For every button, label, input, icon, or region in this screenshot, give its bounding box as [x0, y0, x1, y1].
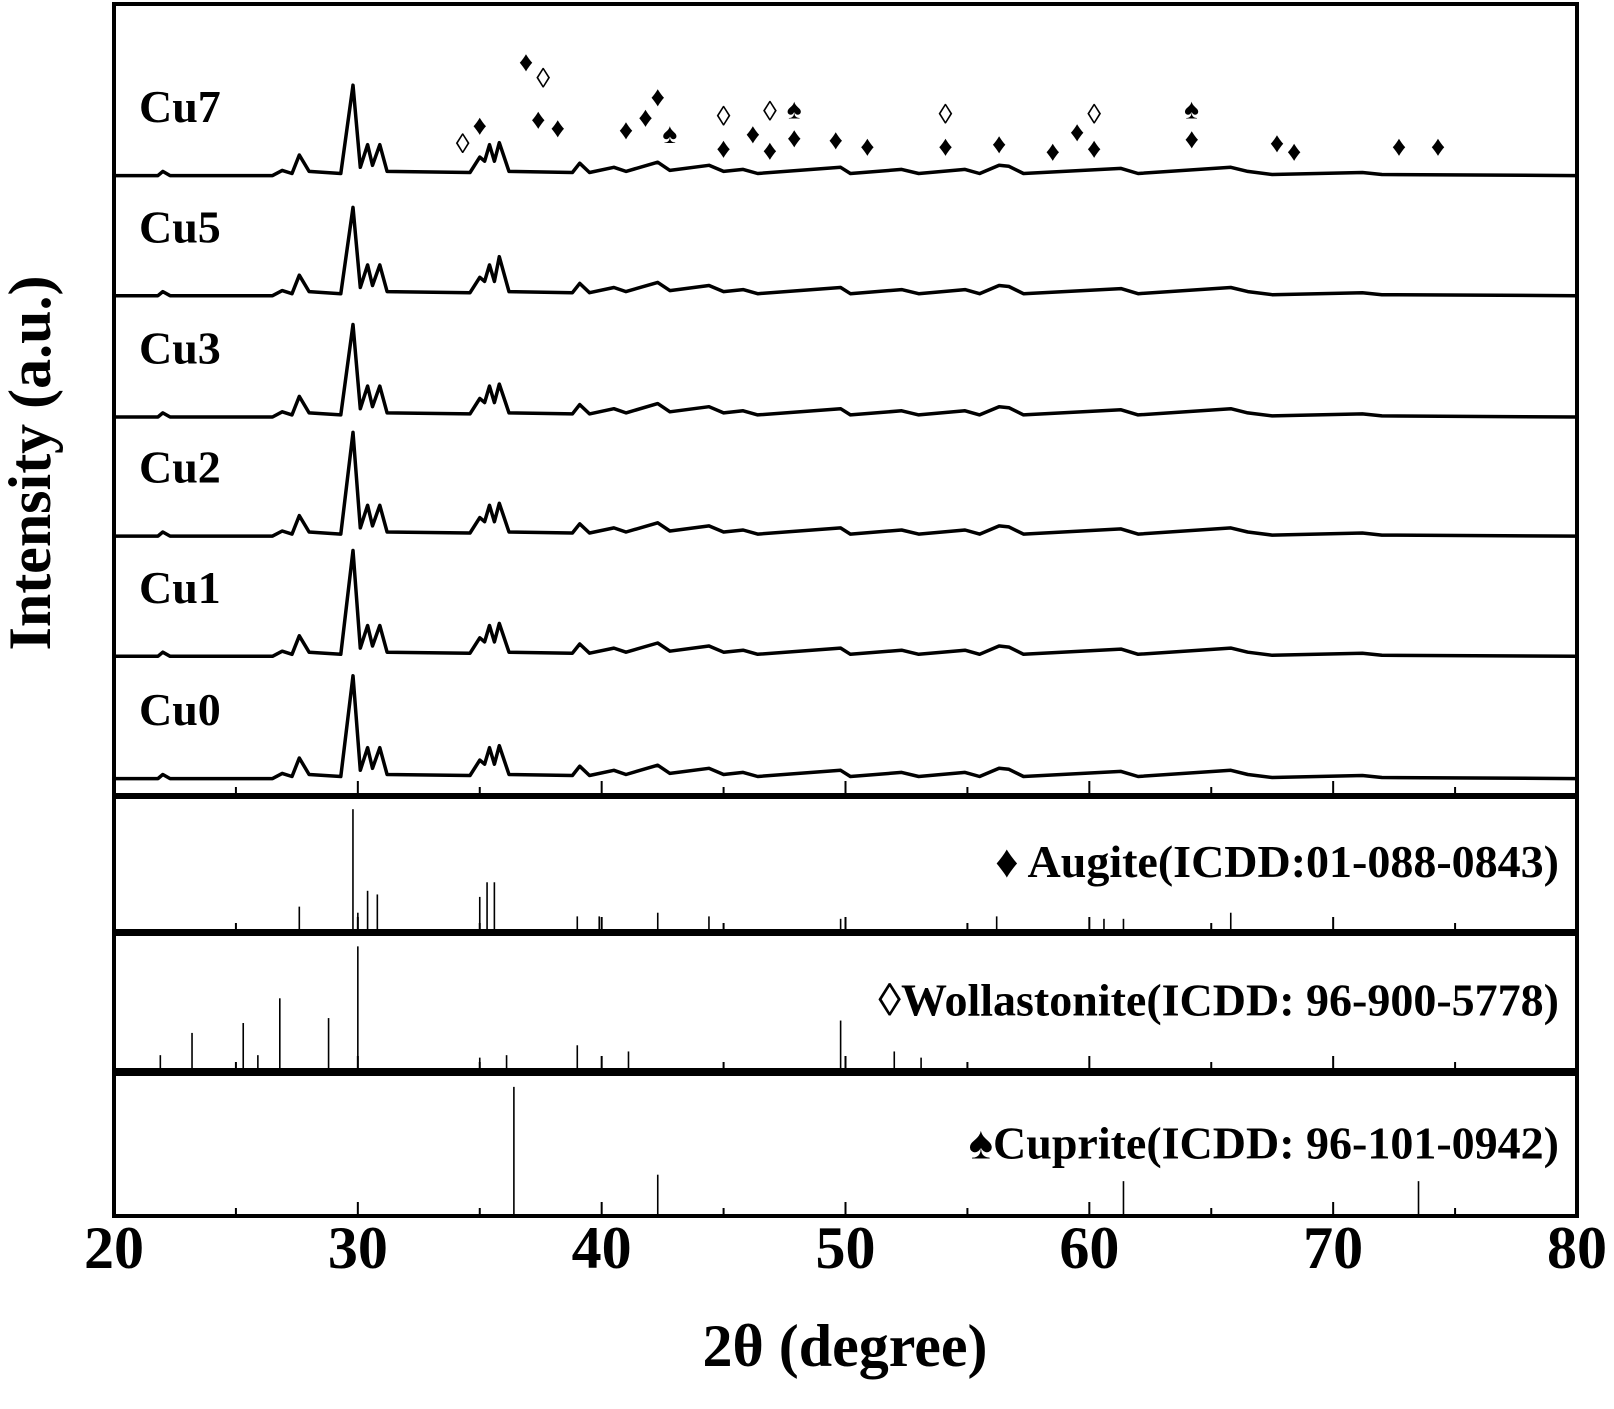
x-tick-label: 70 — [1303, 1215, 1363, 1281]
x-tick-label: 60 — [1059, 1215, 1119, 1281]
pattern-line — [114, 430, 1578, 538]
phase-marker: ♦ — [551, 113, 565, 144]
panel-frame — [112, 2, 1579, 797]
phase-marker: ◊ — [717, 101, 731, 132]
series-label: Cu2 — [139, 442, 221, 493]
phase-marker: ♠ — [663, 119, 678, 150]
phase-marker: ♦ — [651, 82, 665, 113]
series-label: Cu7 — [139, 81, 221, 132]
series-label: Cu3 — [139, 323, 221, 374]
phase-marker: ♦ — [1392, 131, 1406, 162]
reference-label: ♠Cuprite(ICDD: 96-101-0942) — [969, 1117, 1559, 1168]
phase-marker: ♦ — [992, 129, 1006, 160]
pattern-line — [114, 205, 1578, 298]
phase-marker: ♦ — [787, 123, 801, 154]
y-axis-title: Intensity (a.u.) — [0, 275, 63, 650]
phase-marker: ♦ — [1046, 136, 1060, 167]
phase-marker: ◊ — [536, 63, 550, 94]
phase-marker: ♦ — [519, 47, 533, 78]
reference-label: ◊Wollastonite(ICDD: 96-900-5778) — [878, 974, 1559, 1025]
x-tick-label: 40 — [572, 1215, 632, 1281]
x-tick-label: 30 — [328, 1215, 388, 1281]
panel-frame — [112, 1072, 1579, 1218]
phase-marker: ♦ — [619, 115, 633, 146]
phase-marker: ♦ — [860, 131, 874, 162]
x-tick-label: 20 — [84, 1215, 144, 1281]
phase-marker: ◊ — [1087, 99, 1101, 130]
pattern-line — [114, 548, 1578, 659]
reference-label: ♦ Augite(ICDD:01-088-0843) — [995, 836, 1559, 887]
phase-marker: ♦ — [763, 135, 777, 166]
phase-marker: ♦ — [1287, 136, 1301, 167]
phase-marker: ♦ — [938, 131, 952, 162]
phase-marker: ♦ — [531, 105, 545, 136]
series-label: Cu5 — [139, 201, 221, 252]
phase-marker: ♦ — [746, 119, 760, 150]
phase-marker: ♦ — [1270, 128, 1284, 159]
phase-marker: ◊ — [456, 129, 470, 160]
phase-marker: ♦ — [716, 133, 730, 164]
phase-marker: ♦ — [1087, 133, 1101, 164]
phase-marker: ♠ — [1184, 94, 1199, 125]
phase-marker: ♦ — [1185, 124, 1199, 155]
pattern-line — [114, 674, 1578, 781]
phase-marker: ♠ — [787, 94, 802, 125]
x-tick-label: 50 — [816, 1215, 876, 1281]
phase-marker: ◊ — [763, 96, 777, 127]
x-tick-label: 80 — [1547, 1215, 1607, 1281]
phase-marker: ♦ — [473, 111, 487, 142]
panel-frame — [112, 932, 1579, 1072]
x-axis-title: 2θ (degree) — [702, 1313, 987, 1379]
series-label: Cu0 — [139, 684, 221, 735]
phase-marker: ◊ — [939, 99, 953, 130]
phase-marker: ♦ — [829, 125, 843, 156]
panel-frame — [112, 795, 1579, 933]
phase-marker: ♦ — [1070, 117, 1084, 148]
phase-marker: ♦ — [1431, 131, 1445, 162]
pattern-line — [114, 322, 1578, 419]
series-label: Cu1 — [139, 562, 221, 613]
pattern-line — [114, 83, 1578, 178]
phase-marker: ♦ — [638, 103, 652, 134]
